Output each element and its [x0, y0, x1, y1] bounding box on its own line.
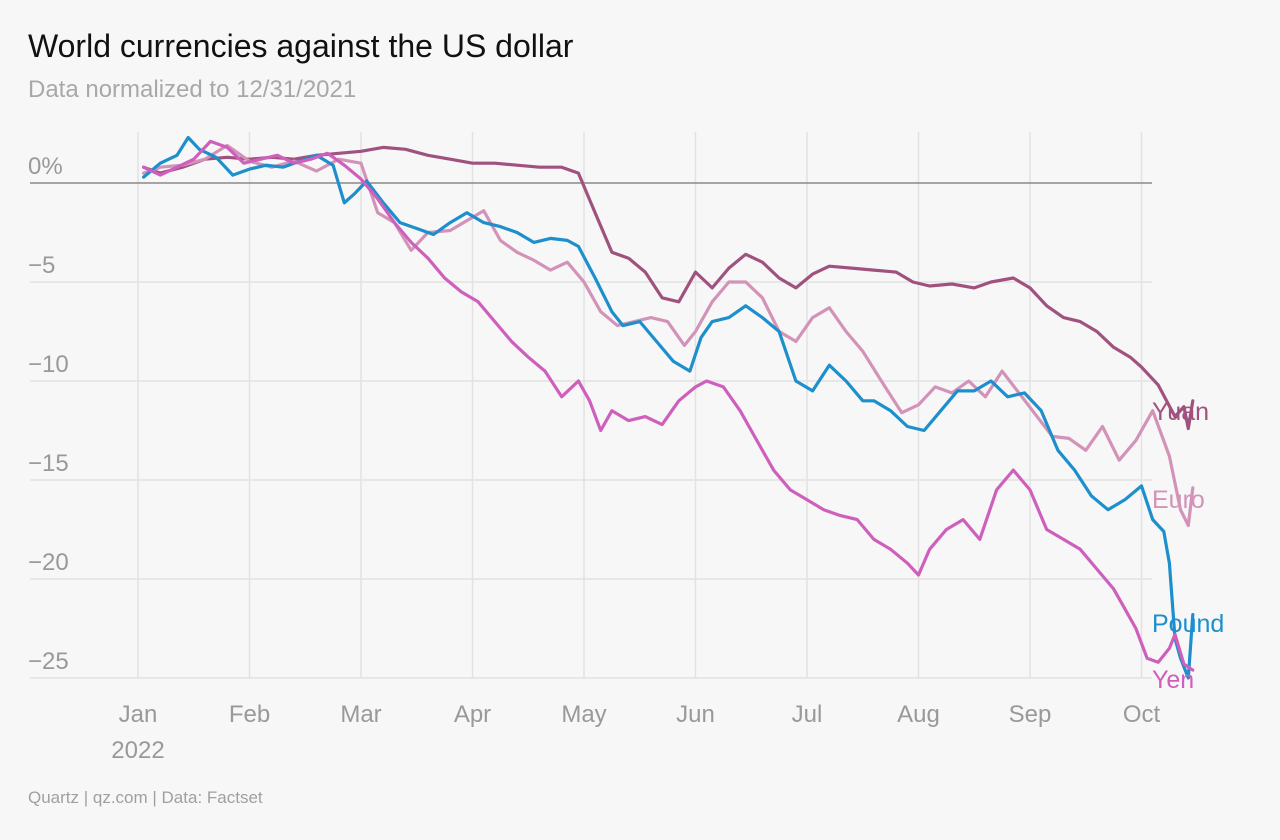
source-note: Quartz | qz.com | Data: Factset: [28, 788, 263, 807]
series-label-yen: Yen: [1152, 666, 1194, 694]
y-tick-label: −10: [28, 351, 69, 378]
chart-title: World currencies against the US dollar: [28, 28, 574, 64]
y-tick-label: −5: [28, 252, 55, 279]
series-lines: [142, 135, 1195, 680]
x-tick-label: Jul: [792, 701, 823, 728]
series-line-yuan: [142, 145, 1195, 431]
series-labels: Yuan Euro Pound Yen: [1152, 398, 1224, 694]
x-tick-label: Jan: [119, 701, 158, 728]
y-tick-label: −20: [28, 549, 69, 576]
series-line-yen: [142, 139, 1195, 672]
x-tick-label: Sep: [1009, 701, 1052, 728]
x-tick-label: May: [561, 701, 606, 728]
x-axis: Jan 2022 Feb Mar Apr May Jun Jul Aug Sep Oct: [111, 701, 1160, 764]
x-tick-label: Jun: [676, 701, 715, 728]
x-tick-sublabel: 2022: [111, 737, 164, 764]
series-label-pound: Pound: [1152, 610, 1224, 638]
x-tick-label: Apr: [454, 701, 491, 728]
x-tick-label: Mar: [340, 701, 381, 728]
series-line-pound: [142, 135, 1195, 680]
x-tick-label: Feb: [229, 701, 270, 728]
series-line-euro: [142, 143, 1195, 528]
y-tick-label: −25: [28, 648, 69, 675]
y-tick-label: 0%: [28, 153, 63, 180]
series-label-yuan: Yuan: [1152, 398, 1209, 426]
series-label-euro: Euro: [1152, 486, 1205, 514]
x-tick-label: Aug: [897, 701, 940, 728]
y-axis: 0% −5 −10 −15 −20 −25: [28, 153, 69, 675]
chart-subtitle: Data normalized to 12/31/2021: [28, 76, 357, 103]
y-tick-label: −15: [28, 450, 69, 477]
x-tick-label: Oct: [1123, 701, 1161, 728]
grid: [30, 132, 1152, 679]
